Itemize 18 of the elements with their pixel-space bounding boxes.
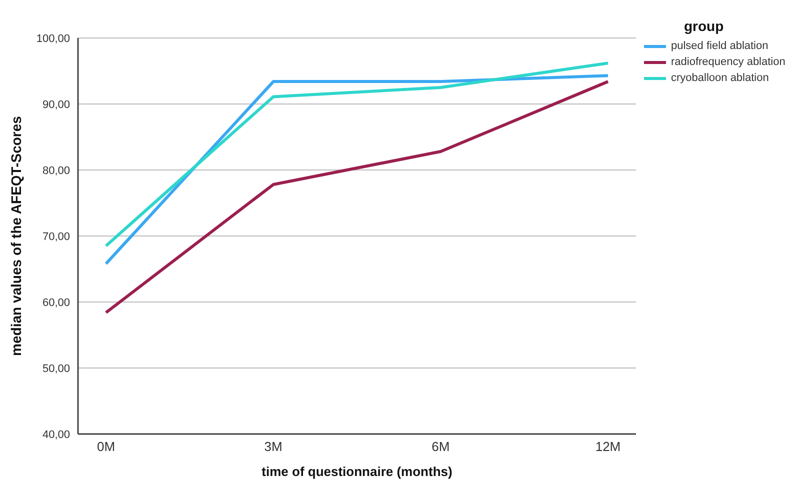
x-tick-label: 6M — [432, 439, 450, 454]
y-tick-label: 50,00 — [42, 362, 70, 375]
x-tick-label: 0M — [96, 439, 116, 454]
legend-label: pulsed field ablation — [671, 40, 768, 52]
y-tick-label: 80,00 — [42, 164, 70, 177]
legend-label: radiofrequency ablation — [671, 56, 786, 68]
legend-title: group — [684, 18, 725, 34]
y-tick-label: 40,00 — [42, 428, 70, 441]
y-tick-label: 60,00 — [42, 296, 70, 309]
legend-label: cryoballoon ablation — [671, 72, 769, 84]
y-tick-label: 90,00 — [42, 98, 70, 111]
x-tick-label: 3M — [264, 439, 282, 454]
line-series — [104, 80, 610, 314]
y-axis-title: median values of the AFEQT-Scores — [8, 116, 24, 356]
x-axis-title: time of questionnaire (months) — [262, 464, 452, 479]
y-tick-label: 70,00 — [42, 230, 70, 243]
y-tick-label: 100,00 — [36, 32, 70, 45]
x-tick-label: 12M — [595, 439, 621, 454]
